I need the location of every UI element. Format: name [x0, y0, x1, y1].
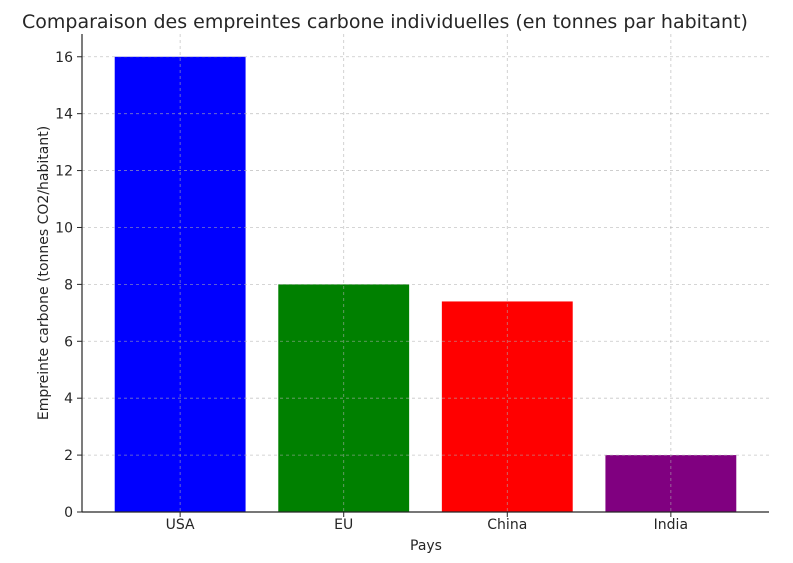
y-tick-label: 14: [55, 107, 73, 123]
x-tick-label: EU: [334, 517, 353, 533]
y-tick-label: 12: [55, 164, 73, 180]
ticks-layer: 0 2 4 6 8 10 12 14 16 USA EU China India: [55, 50, 688, 533]
y-tick-label: 2: [64, 448, 73, 464]
x-tick-label: China: [487, 517, 527, 533]
y-tick-label: 6: [64, 334, 73, 350]
x-tick-label: USA: [166, 517, 195, 533]
chart-title: Comparaison des empreintes carbone indiv…: [22, 11, 748, 33]
y-tick-label: 0: [64, 505, 73, 521]
y-tick-label: 16: [55, 50, 73, 66]
x-axis-label: Pays: [410, 538, 442, 554]
y-tick-label: 8: [64, 277, 73, 293]
x-tick-label: India: [654, 517, 688, 533]
y-tick-label: 10: [55, 220, 73, 236]
y-axis-label: Empreinte carbone (tonnes CO2/habitant): [36, 126, 52, 420]
y-tick-label: 4: [64, 391, 73, 407]
